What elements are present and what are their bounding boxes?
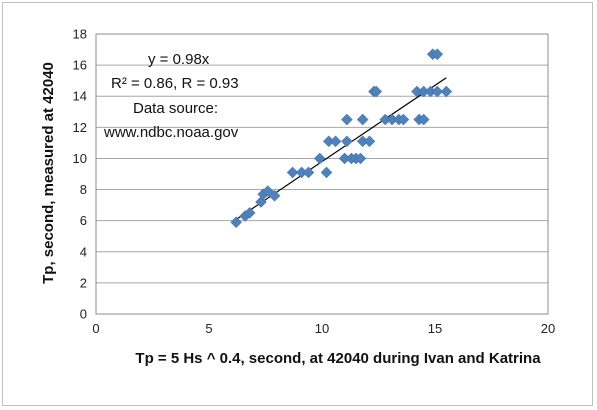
data-point [329,135,342,148]
annotation-equation: y = 0.98x [148,51,210,68]
x-tick-label: 15 [428,321,442,336]
data-point [363,135,376,148]
data-point [286,166,299,179]
y-tick-label: 0 [80,307,87,322]
data-point [230,216,242,229]
y-tick-label: 8 [80,182,87,197]
data-point [302,166,315,179]
x-tick-label: 5 [205,321,212,336]
x-tick-label: 0 [92,321,99,336]
data-point [243,207,256,219]
x-axis-ticks: 0 5 10 15 20 [92,321,555,336]
data-point [354,152,367,165]
y-tick-label: 14 [73,89,87,104]
data-point [440,85,453,98]
data-point [313,152,326,165]
y-tick-label: 18 [73,27,87,42]
data-point [417,113,430,126]
y-axis-ticks: 0 2 4 6 8 10 12 14 16 18 [73,27,87,322]
y-tick-label: 4 [80,244,87,259]
x-tick-label: 20 [541,321,555,336]
data-points [230,48,453,229]
trendline [235,77,447,220]
annotation-source-url: www.ndbc.noaa.gov [103,124,239,141]
data-point [268,189,281,202]
annotation-source-label: Data source: [133,100,218,117]
y-tick-label: 6 [80,213,87,228]
data-point [356,113,369,126]
data-point [431,48,444,61]
plot-border [95,33,549,315]
y-tick-label: 10 [73,151,87,166]
data-point [320,166,333,179]
data-point [341,113,353,126]
y-tick-label: 16 [73,58,87,73]
data-point [397,113,410,126]
data-point [370,85,383,98]
data-point [261,185,274,197]
trendline-segment [235,77,447,220]
chart-frame [2,2,593,406]
data-point [431,85,444,98]
y-tick-label: 2 [80,275,87,290]
x-axis-title: Tp = 5 Hs ^ 0.4, second, at 42040 during… [135,350,541,367]
data-point [341,135,353,148]
y-axis-title: Tp, second, measured at 42040 [40,62,57,284]
x-tick-label: 10 [315,321,329,336]
annotation-r-squared: R² = 0.86, R = 0.93 [111,75,239,92]
y-tick-label: 12 [73,120,87,135]
plot-area [95,33,549,315]
